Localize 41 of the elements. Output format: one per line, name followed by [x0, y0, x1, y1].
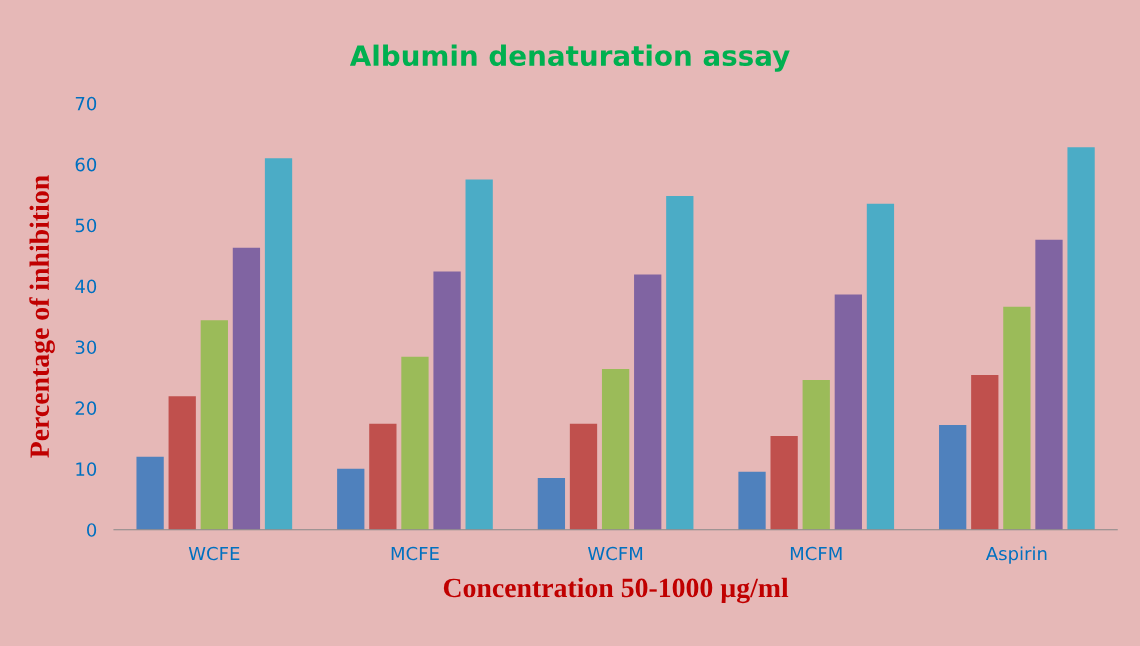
x-tick-label: MCFE	[391, 546, 439, 561]
bar	[433, 271, 461, 530]
bar	[634, 274, 662, 530]
bar	[971, 375, 999, 530]
x-tick-label: WCFM	[587, 546, 643, 561]
bar	[601, 368, 630, 530]
y-tick-label: 40	[75, 279, 97, 294]
bar	[168, 396, 196, 530]
y-tick-label: 20	[75, 401, 97, 416]
bar	[337, 468, 365, 530]
x-tick-label: WCFE	[188, 546, 240, 561]
y-tick-label: 0	[87, 523, 97, 537]
y-tick-label: 50	[75, 218, 97, 233]
y-tick-label: 70	[75, 96, 97, 111]
bar	[401, 356, 429, 530]
bar	[465, 179, 493, 530]
bar	[802, 379, 830, 530]
bar	[666, 195, 694, 530]
bar	[1035, 239, 1063, 530]
bar	[232, 247, 261, 530]
x-axis-title: Concentration 50-1000 µg/ml	[443, 577, 789, 604]
bar	[738, 471, 766, 530]
bar	[834, 294, 862, 530]
bar	[136, 456, 164, 530]
bar	[537, 477, 566, 530]
y-tick-label: 60	[75, 157, 97, 172]
bar	[866, 203, 895, 530]
y-tick-label: 30	[75, 340, 97, 355]
bar	[1003, 306, 1031, 530]
bar	[264, 158, 293, 530]
chart-title: Albumin denaturation assay	[349, 44, 790, 72]
y-tick-label: 10	[76, 462, 97, 476]
bar	[569, 423, 598, 530]
bar	[770, 435, 798, 530]
bar	[200, 320, 228, 530]
bar	[1067, 147, 1095, 530]
bar	[369, 423, 397, 530]
bar	[939, 424, 967, 530]
x-tick-label: MCFM	[790, 546, 842, 561]
y-axis-title: Percentage of inhibition	[29, 175, 55, 458]
x-tick-label: Aspirin	[985, 546, 1047, 564]
